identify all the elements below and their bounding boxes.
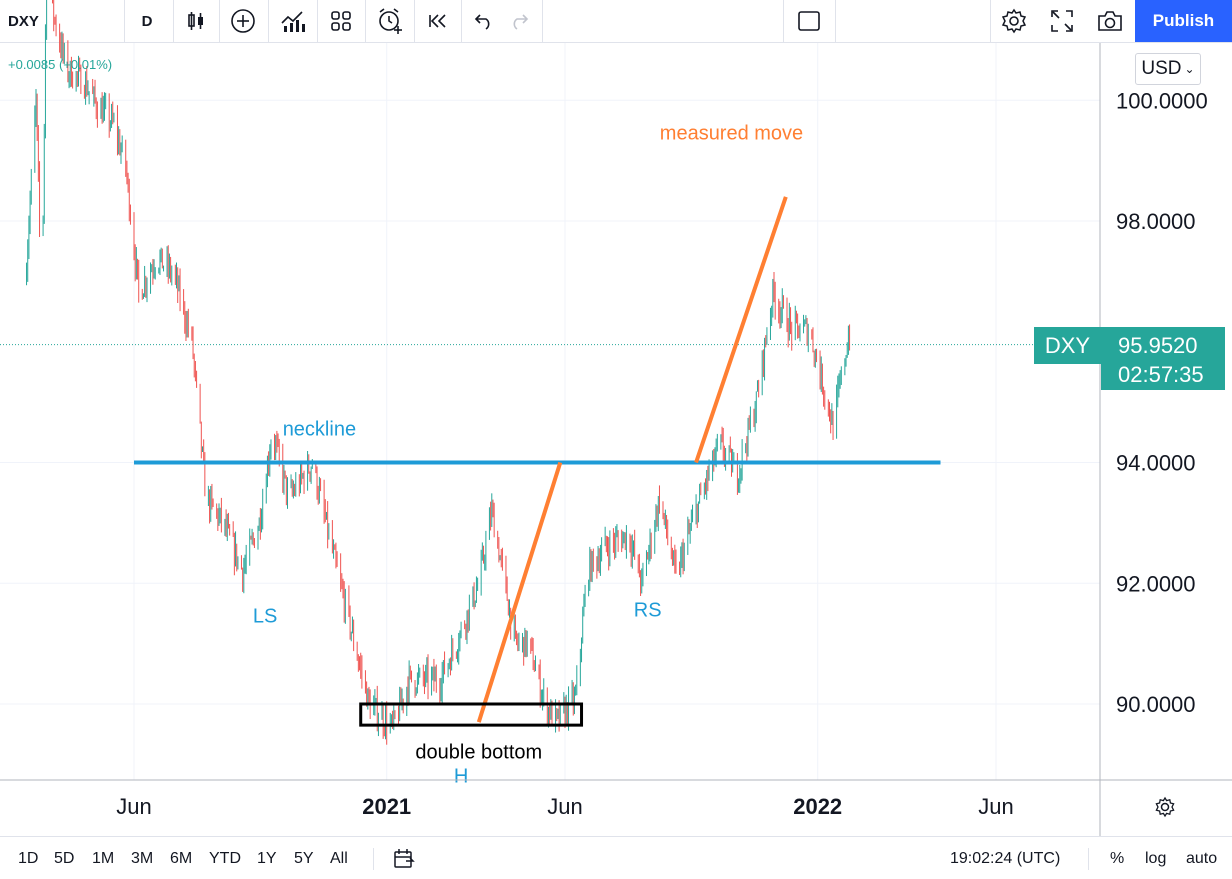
toolbar-separator bbox=[219, 0, 220, 42]
currency-select[interactable]: USD ⌄ bbox=[1135, 53, 1201, 85]
toolbar-separator bbox=[373, 848, 374, 870]
fullscreen-icon[interactable] bbox=[1045, 0, 1079, 42]
percent-toggle[interactable]: % bbox=[1110, 850, 1125, 867]
toolbar-separator bbox=[990, 0, 991, 42]
annotation-label: H bbox=[454, 765, 468, 787]
x-tick-label: Jun bbox=[116, 794, 151, 819]
y-tick-label: 92.0000 bbox=[1116, 571, 1196, 596]
x-tick-label: Jun bbox=[547, 794, 582, 819]
range-1y[interactable]: 1Y bbox=[257, 850, 277, 867]
symbol-search[interactable]: DXY bbox=[8, 12, 39, 30]
y-tick-label: 100.0000 bbox=[1116, 88, 1208, 113]
change-readout: +0.0085 (+0.01%) bbox=[8, 57, 113, 72]
time-axis: Jun 2021 Jun 2022 Jun bbox=[116, 794, 1013, 819]
log-toggle[interactable]: log bbox=[1145, 850, 1167, 867]
double-bottom-box[interactable] bbox=[359, 702, 584, 727]
y-tick-label: 94.0000 bbox=[1116, 451, 1196, 476]
range-5d[interactable]: 5D bbox=[54, 850, 75, 867]
last-price-box: 95.9520 02:57:35 bbox=[1101, 327, 1225, 390]
toolbar-separator bbox=[1088, 848, 1089, 870]
add-indicator-icon[interactable] bbox=[226, 0, 260, 42]
undo-icon[interactable] bbox=[468, 0, 500, 42]
range-1m[interactable]: 1M bbox=[92, 850, 115, 867]
x-tick-label: Jun bbox=[978, 794, 1013, 819]
candles-layer bbox=[26, 0, 851, 745]
layout-square-icon[interactable] bbox=[790, 0, 828, 42]
redo-icon[interactable] bbox=[503, 0, 535, 42]
settings-icon[interactable] bbox=[997, 0, 1031, 42]
y-tick-label: 98.0000 bbox=[1116, 209, 1196, 234]
measured-move-line-1[interactable] bbox=[476, 461, 563, 723]
y-tick-label: 90.0000 bbox=[1116, 692, 1196, 717]
toolbar-separator bbox=[317, 0, 318, 42]
utc-clock[interactable]: 19:02:24 (UTC) bbox=[950, 850, 1061, 867]
measured-move-line-2[interactable] bbox=[694, 196, 788, 464]
x-tick-label: 2022 bbox=[793, 794, 842, 819]
indicators-icon[interactable] bbox=[275, 0, 311, 42]
x-tick-label: 2021 bbox=[362, 794, 411, 819]
range-6m[interactable]: 6M bbox=[170, 850, 193, 867]
go-to-date-icon[interactable] bbox=[392, 848, 416, 875]
toolbar-separator bbox=[783, 0, 784, 42]
toolbar-separator bbox=[414, 0, 415, 42]
range-3m[interactable]: 3M bbox=[131, 850, 154, 867]
range-ytd[interactable]: YTD bbox=[209, 850, 241, 867]
last-price: 95.9520 bbox=[1118, 333, 1198, 358]
layout-icon[interactable] bbox=[324, 0, 358, 42]
annotation-label: neckline bbox=[283, 418, 356, 440]
camera-icon[interactable] bbox=[1093, 0, 1127, 42]
axis-settings-icon[interactable] bbox=[1154, 796, 1176, 823]
range-all[interactable]: All bbox=[330, 850, 348, 867]
price-axis: 90.0000 92.0000 94.0000 98.0000 100.0000 bbox=[1116, 88, 1208, 717]
chart-grid bbox=[0, 43, 1100, 780]
annotation-label: measured move bbox=[660, 122, 803, 144]
chevron-down-icon: ⌄ bbox=[1184, 62, 1195, 76]
interval-button[interactable]: D bbox=[141, 12, 153, 30]
toolbar-separator bbox=[461, 0, 462, 42]
toolbar-separator bbox=[124, 0, 125, 42]
currency-label: USD bbox=[1141, 58, 1182, 79]
annotation-label: LS bbox=[253, 605, 277, 627]
replay-icon[interactable] bbox=[422, 0, 456, 42]
range-5y[interactable]: 5Y bbox=[294, 850, 314, 867]
candles-icon[interactable] bbox=[180, 0, 212, 42]
range-1d[interactable]: 1D bbox=[18, 850, 39, 867]
auto-toggle[interactable]: auto bbox=[1186, 850, 1218, 867]
symbol-price-tag: DXY bbox=[1034, 327, 1101, 364]
bottom-toolbar bbox=[0, 836, 1232, 879]
toolbar-separator bbox=[835, 0, 836, 42]
toolbar-separator bbox=[542, 0, 543, 42]
top-toolbar: DXY D Publish bbox=[0, 0, 1232, 43]
toolbar-separator bbox=[365, 0, 366, 42]
alert-icon[interactable] bbox=[372, 0, 408, 42]
annotation-label: RS bbox=[634, 599, 662, 621]
bar-countdown: 02:57:35 bbox=[1118, 362, 1204, 387]
toolbar-separator bbox=[268, 0, 269, 42]
toolbar-separator bbox=[173, 0, 174, 42]
publish-button[interactable]: Publish bbox=[1135, 0, 1232, 42]
annotation-label: double bottom bbox=[415, 741, 542, 763]
